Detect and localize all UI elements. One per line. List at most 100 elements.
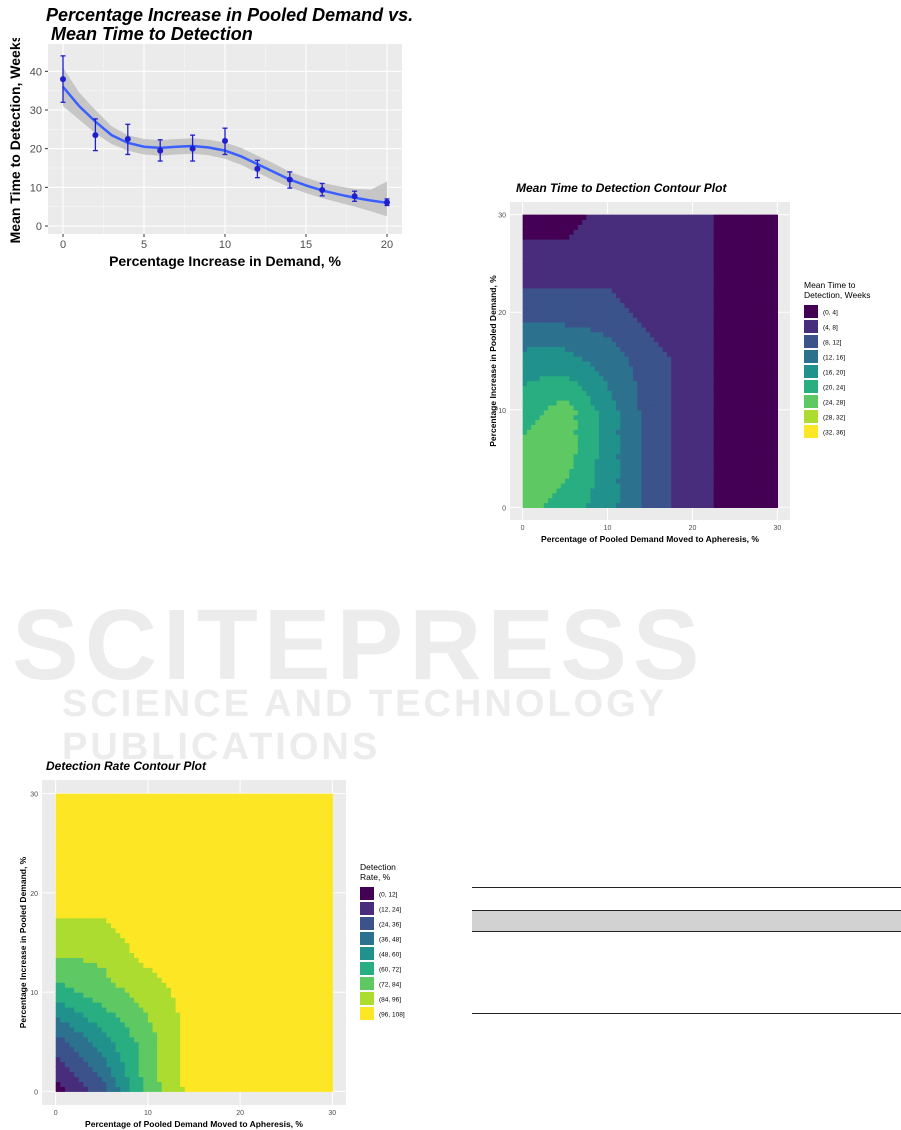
chart2-contour-cell: [573, 297, 579, 304]
chart2-contour-cell: [641, 292, 647, 299]
chart2-contour-cell: [730, 375, 736, 382]
chart3-contour-cell: [129, 962, 135, 968]
chart2-contour-cell: [679, 331, 685, 338]
chart2-contour-cell: [633, 400, 638, 406]
chart2-contour-cell: [535, 497, 541, 504]
chart2-contour-cell: [607, 326, 613, 333]
chart2-contour-cell: [696, 243, 702, 250]
chart2-contour-cell: [611, 229, 617, 235]
chart2-contour-cell: [683, 326, 689, 333]
chart2-contour-cell: [560, 404, 566, 411]
chart2-contour-cell: [543, 458, 549, 465]
chart2-contour-cell: [768, 234, 774, 240]
chart2-contour-cell: [730, 258, 736, 264]
chart3-contour-cell: [69, 972, 75, 978]
chart3-contour-cell: [129, 942, 135, 949]
chart2-contour-cell: [705, 453, 711, 460]
chart3-contour-cell: [83, 912, 89, 919]
chart2-contour-cell: [650, 273, 655, 279]
chart3-contour-cell: [106, 972, 112, 978]
chart2-contour-cell: [671, 414, 677, 421]
chart3-contour-cell: [69, 813, 75, 820]
chart2-contour-cell: [582, 400, 587, 406]
chart2-contour-cell: [531, 380, 536, 386]
chart2-contour-cell: [658, 268, 664, 274]
chart2-contour-cell: [577, 492, 583, 499]
chart3-contour-cell: [87, 1061, 94, 1068]
chart3-contour-cell: [74, 942, 80, 949]
chart2-contour-cell: [552, 287, 558, 294]
chart2-contour-cell: [713, 287, 719, 294]
chart2-contour-cell: [773, 346, 778, 352]
chart2-contour-cell: [773, 326, 778, 333]
chart2-contour-cell: [650, 234, 655, 240]
chart2-contour-cell: [709, 409, 715, 416]
chart2-contour-cell: [705, 224, 711, 230]
chart2-contour-cell: [743, 336, 749, 343]
chart2-contour-cell: [548, 351, 553, 357]
chart2-contour-cell: [560, 302, 566, 308]
chart2-contour-cell: [560, 326, 566, 333]
chart2-contour-cell: [569, 385, 575, 391]
chart2-contour-cell: [543, 292, 549, 299]
chart2-legend-label: (8, 12]: [823, 340, 842, 347]
chart2-contour-cell: [552, 336, 558, 343]
chart3-contour-cell: [92, 833, 98, 839]
chart2-contour-cell: [531, 282, 536, 289]
chart2-contour-cell: [650, 458, 655, 465]
chart2-contour-cell: [743, 458, 749, 465]
chart2-contour-cell: [666, 282, 672, 289]
chart2-contour-cell: [641, 317, 647, 323]
chart3-contour-cell: [143, 833, 149, 839]
chart2-contour-cell: [633, 497, 638, 504]
chart3-contour-cell: [115, 1002, 121, 1008]
chart3-contour-cell: [55, 848, 61, 854]
chart2-contour-cell: [764, 492, 770, 499]
chart2-contour-cell: [531, 390, 536, 396]
chart2-contour-cell: [565, 336, 570, 343]
chart2-contour-cell: [645, 263, 651, 269]
chart3-contour-cell: [134, 992, 140, 998]
chart2-contour-cell: [565, 351, 570, 357]
chart3-contour-cell: [60, 932, 66, 939]
chart3-contour-cell: [69, 1046, 75, 1053]
chart2-contour-cell: [560, 331, 566, 338]
chart2-contour-cell: [573, 497, 579, 504]
chart3-contour-cell: [60, 912, 66, 919]
chart2-contour-cell: [739, 297, 745, 304]
chart2-contour-cell: [743, 429, 749, 435]
chart2-contour-cell: [637, 361, 643, 367]
chart2-contour-cell: [764, 273, 770, 279]
chart3-contour-cell: [55, 818, 61, 825]
chart2-contour-cell: [637, 370, 643, 377]
chart3-contour-cell: [78, 982, 84, 988]
chart2-contour-cell: [616, 253, 621, 260]
chart2-contour-cell: [531, 307, 536, 313]
chart2-contour-cell: [594, 214, 600, 221]
chart2-contour-cell: [565, 219, 570, 225]
chart2-contour-cell: [620, 424, 626, 430]
chart2-contour-cell: [722, 439, 728, 445]
chart2-contour-cell: [700, 258, 706, 264]
chart2-contour-cell: [709, 234, 715, 240]
chart2-contour-cell: [645, 341, 651, 347]
chart2-contour-cell: [637, 400, 643, 406]
chart2-contour-cell: [773, 282, 778, 289]
chart2-contour-cell: [607, 307, 613, 313]
chart3-contour-cell: [83, 937, 89, 944]
chart2-contour-cell: [675, 351, 681, 357]
chart2-contour-cell: [565, 224, 570, 230]
chart2-contour-cell: [628, 219, 634, 225]
chart2-contour-cell: [599, 253, 604, 260]
chart2-contour-cell: [624, 317, 630, 323]
chart2-contour-cell: [679, 224, 685, 230]
chart3-contour-cell: [143, 997, 149, 1003]
chart2-contour-cell: [760, 463, 766, 469]
chart2-contour-cell: [675, 434, 681, 440]
chart3-contour-cell: [64, 828, 71, 834]
chart2-contour-cell: [543, 453, 549, 460]
chart3-contour-cell: [115, 1056, 121, 1063]
chart2-contour-cell: [616, 473, 621, 479]
chart2-contour-cell: [756, 385, 762, 391]
chart2-contour-cell: [726, 282, 732, 289]
